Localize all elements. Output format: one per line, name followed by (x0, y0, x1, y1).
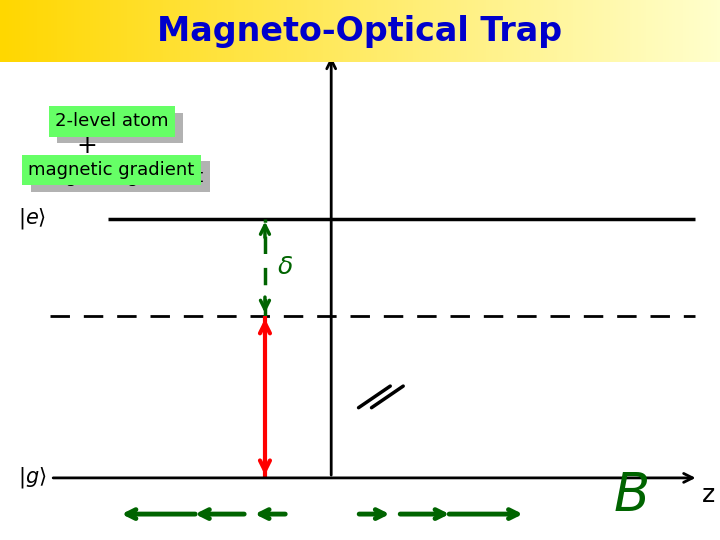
Text: Magneto-Optical Trap: Magneto-Optical Trap (158, 15, 562, 48)
Text: 2-level atom: 2-level atom (55, 112, 168, 131)
Text: +: + (76, 134, 96, 158)
Text: $|e\rangle$: $|e\rangle$ (18, 206, 46, 231)
Text: z: z (702, 483, 715, 507)
Text: magnetic gradient: magnetic gradient (29, 161, 194, 179)
Text: magnetic gradient: magnetic gradient (37, 167, 203, 186)
Text: 2-level atom: 2-level atom (63, 119, 177, 137)
Text: $|g\rangle$: $|g\rangle$ (18, 465, 47, 490)
Text: $B$: $B$ (613, 470, 647, 522)
Text: $\delta$: $\delta$ (277, 255, 293, 279)
Text: E: E (305, 25, 321, 49)
